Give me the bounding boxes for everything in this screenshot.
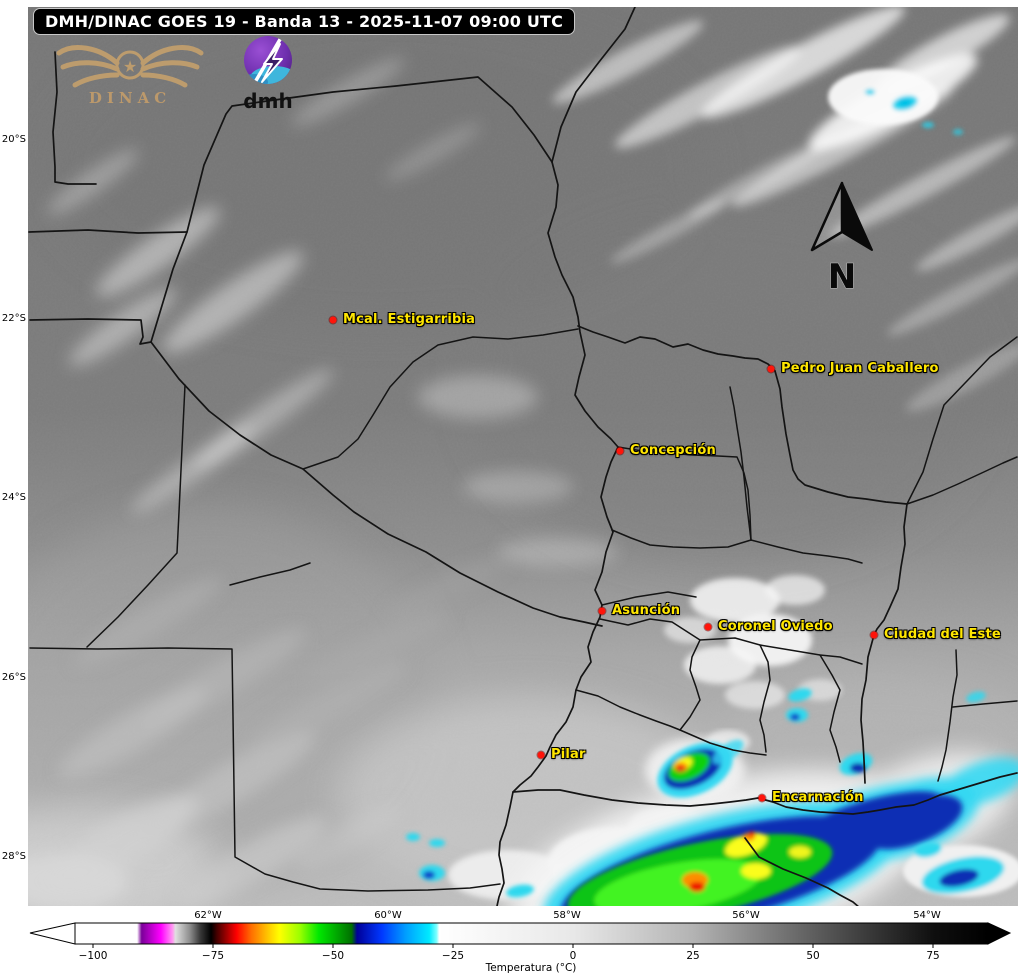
map-title: DMH/DINAC GOES 19 - Banda 13 - 2025-11-0… [33, 8, 576, 35]
latitude-tick-label: 20°S [1, 134, 26, 145]
colorbar-tick-label: 0 [570, 950, 577, 962]
colorbar-tick-label: −75 [202, 950, 224, 962]
colorbar-right-arrow [987, 922, 1012, 945]
convective-specks [406, 69, 1018, 898]
colorbar-tick-label: 25 [686, 950, 699, 962]
storm-cell-central [645, 730, 750, 802]
latitude-tick-label: 24°S [1, 492, 26, 503]
north-arrow-label: N [828, 257, 856, 297]
colorbar-ticks: −100 −75 −50 −25 0 25 50 75 [79, 944, 940, 962]
longitude-tick-label: 56°W [732, 910, 760, 921]
colorbar-gradient [74, 922, 989, 945]
colorbar-tick-label: −100 [79, 950, 108, 962]
longitude-tick-label: 60°W [374, 910, 402, 921]
cloud-streaks-southwest [28, 555, 512, 906]
dinac-logo: ★ DINAC [56, 45, 204, 107]
dinac-logo-label: DINAC [89, 89, 171, 107]
colorbar-tick-label: 75 [926, 950, 939, 962]
cloud-streaks-northwest [47, 58, 618, 566]
colorbar-tick-label: −50 [322, 950, 344, 962]
satellite-imagery-canvas: N ★ DINAC [28, 7, 1018, 906]
latitude-tick-label: 26°S [1, 672, 26, 683]
colorbar-tick-label: 50 [806, 950, 819, 962]
dmh-logo-label: dmh [243, 89, 292, 113]
colorbar-left-arrow [29, 922, 76, 945]
north-arrow: N [810, 181, 873, 298]
colorbar-tick-label: −25 [442, 950, 464, 962]
latitude-tick-label: 22°S [1, 313, 26, 324]
longitude-tick-label: 58°W [553, 910, 581, 921]
dmh-logo: dmh [243, 36, 293, 113]
satellite-map: N ★ DINAC [28, 7, 1018, 906]
latitude-tick-label: 28°S [1, 851, 26, 862]
longitude-tick-label: 54°W [913, 910, 941, 921]
country-borders [28, 7, 1018, 906]
longitude-tick-label: 62°W [194, 910, 222, 921]
temperature-colorbar: −100 −75 −50 −25 0 25 50 75 Temperatura (°C) [29, 922, 1012, 974]
colorbar-axis-label: Temperatura (°C) [485, 962, 577, 974]
dinac-star-icon: ★ [123, 57, 137, 76]
admin-borders [29, 328, 1018, 892]
